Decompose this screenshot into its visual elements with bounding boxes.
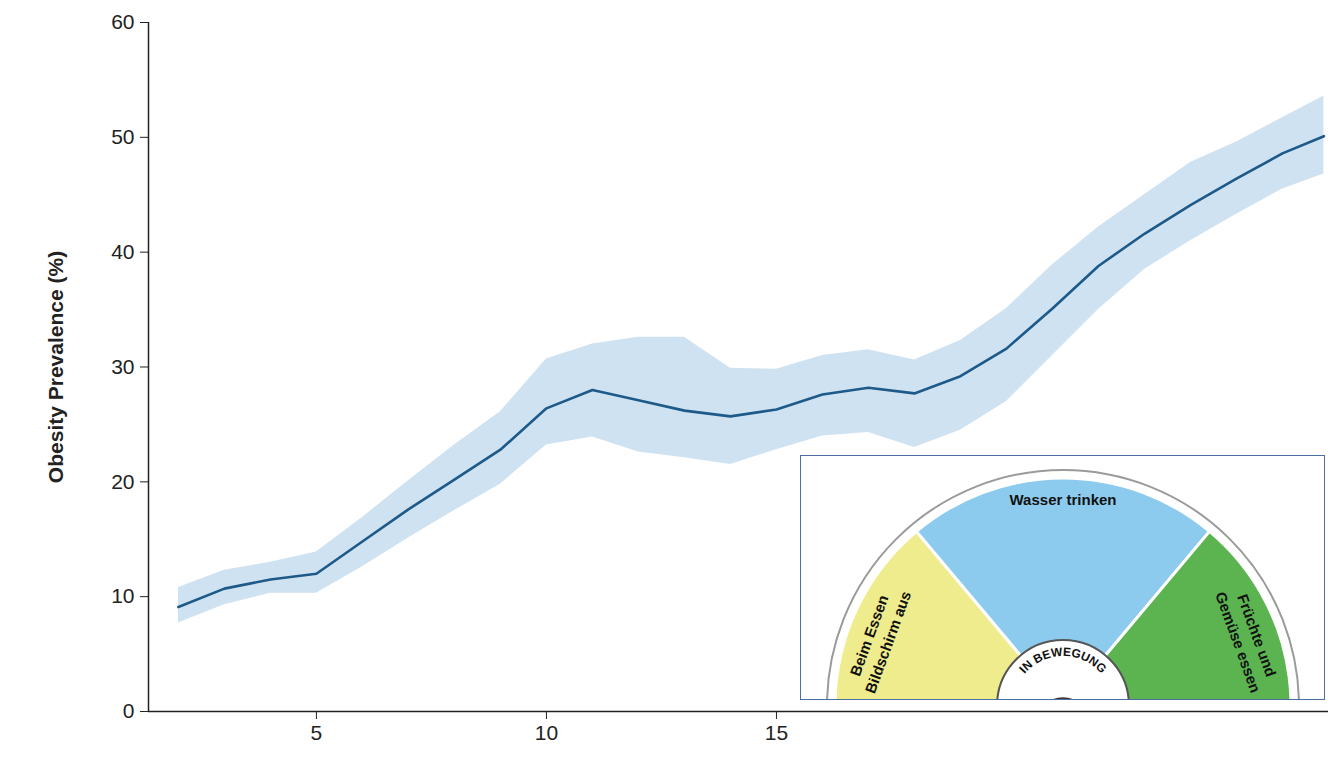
svg-text:10: 10 xyxy=(535,721,558,744)
svg-text:40: 40 xyxy=(111,240,134,263)
svg-text:Beim Essen: Beim Essen xyxy=(846,592,892,679)
svg-text:Obesity Prevalence (%): Obesity Prevalence (%) xyxy=(44,251,67,483)
svg-text:IN BEWEGUNG: IN BEWEGUNG xyxy=(1016,645,1109,676)
svg-text:15: 15 xyxy=(765,721,788,744)
svg-text:Gemüse essen: Gemüse essen xyxy=(1212,590,1264,695)
svg-text:Wasser trinken: Wasser trinken xyxy=(1010,491,1117,508)
svg-text:30: 30 xyxy=(111,355,134,378)
svg-text:Früchte und: Früchte und xyxy=(1234,591,1280,679)
svg-text:60: 60 xyxy=(111,10,134,33)
svg-text:0: 0 xyxy=(123,699,135,722)
svg-text:50: 50 xyxy=(111,125,134,148)
svg-text:20: 20 xyxy=(111,470,134,493)
svg-text:10: 10 xyxy=(111,584,134,607)
svg-text:5: 5 xyxy=(311,721,323,744)
svg-text:Bildschirm aus: Bildschirm aus xyxy=(861,589,914,696)
